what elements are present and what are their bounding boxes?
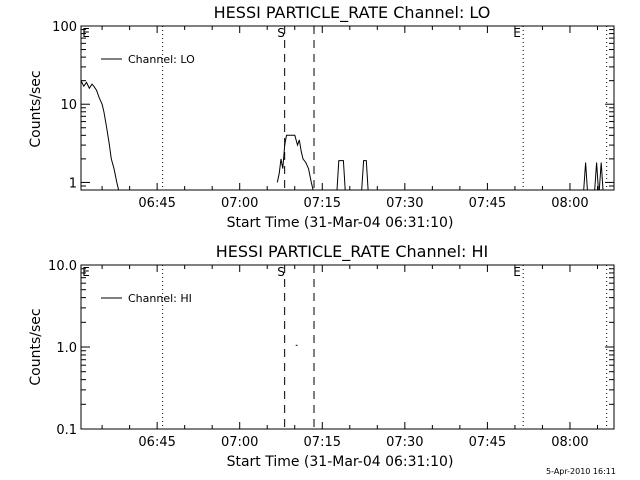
panel-lo-marker-label-e1: E [82,26,90,40]
panel-lo-marker-label-s: S [277,26,285,40]
panel-hi: HESSI PARTICLE_RATE Channel: HI Start Ti… [28,242,521,470]
panel-lo: HESSI PARTICLE_RATE Channel: LO Start Ti… [28,3,521,231]
date-stamp: 5-Apr-2010 16:11 [546,467,616,476]
panel-lo-xtick-label: 07:00 [221,196,258,211]
panel-hi-xtick-label: 07:15 [304,435,341,450]
panel-lo-series-segment [583,162,588,191]
panel-hi-title: HESSI PARTICLE_RATE Channel: HI [216,242,489,262]
panel-lo-xtick-label: 07:30 [386,196,423,211]
panel-hi-ytick-label: 0.1 [56,423,77,438]
panel-lo-series-segment [361,160,369,191]
panel-hi-marker-label-e2: E [513,265,521,279]
panel-lo-xtick-label: 06:45 [138,196,175,211]
panel-lo-series-segment [594,162,599,191]
panel-lo-xtick-label: 08:00 [551,196,588,211]
panel-lo-series-segment [80,80,120,191]
panel-lo-ylabel: Counts/sec [28,70,44,147]
panel-lo-xtick-label: 07:45 [469,196,506,211]
panel-hi-legend-label: Channel: HI [128,292,192,305]
panel-hi-ytick-label: 10.0 [48,259,77,274]
panel-lo-series-segment [276,134,314,191]
panel-hi-ylabel: Counts/sec [28,308,44,385]
panel-hi-xtick-label: 07:00 [221,435,258,450]
panel-hi-xlabel: Start Time (31-Mar-04 06:31:10) [227,454,454,470]
panel-lo-ytick-label: 1 [69,176,77,191]
panel-lo-legend-label: Channel: LO [128,53,195,66]
panel-lo-xtick-label: 07:15 [304,196,341,211]
panel-lo-series-segment [336,160,346,191]
panel-lo-series-segment [598,162,604,191]
panel-hi-xtick-label: 07:45 [469,435,506,450]
panel-hi-ytick-label: 1.0 [56,341,77,356]
panel-hi-marker-label-e1: E [82,265,90,279]
panel-lo-ytick-label: 10 [60,98,77,113]
panel-lo-marker-label-e2: E [513,26,521,40]
panel-lo-ytick-label: 100 [52,20,77,35]
panel-hi-xtick-label: 06:45 [138,435,175,450]
panel-lo-title: HESSI PARTICLE_RATE Channel: LO [214,3,491,23]
panel-lo-xlabel: Start Time (31-Mar-04 06:31:10) [227,215,454,231]
panel-hi-xtick-label: 07:30 [386,435,423,450]
panel-hi-marker-label-s: S [277,265,285,279]
panel-hi-xtick-label: 08:00 [551,435,588,450]
